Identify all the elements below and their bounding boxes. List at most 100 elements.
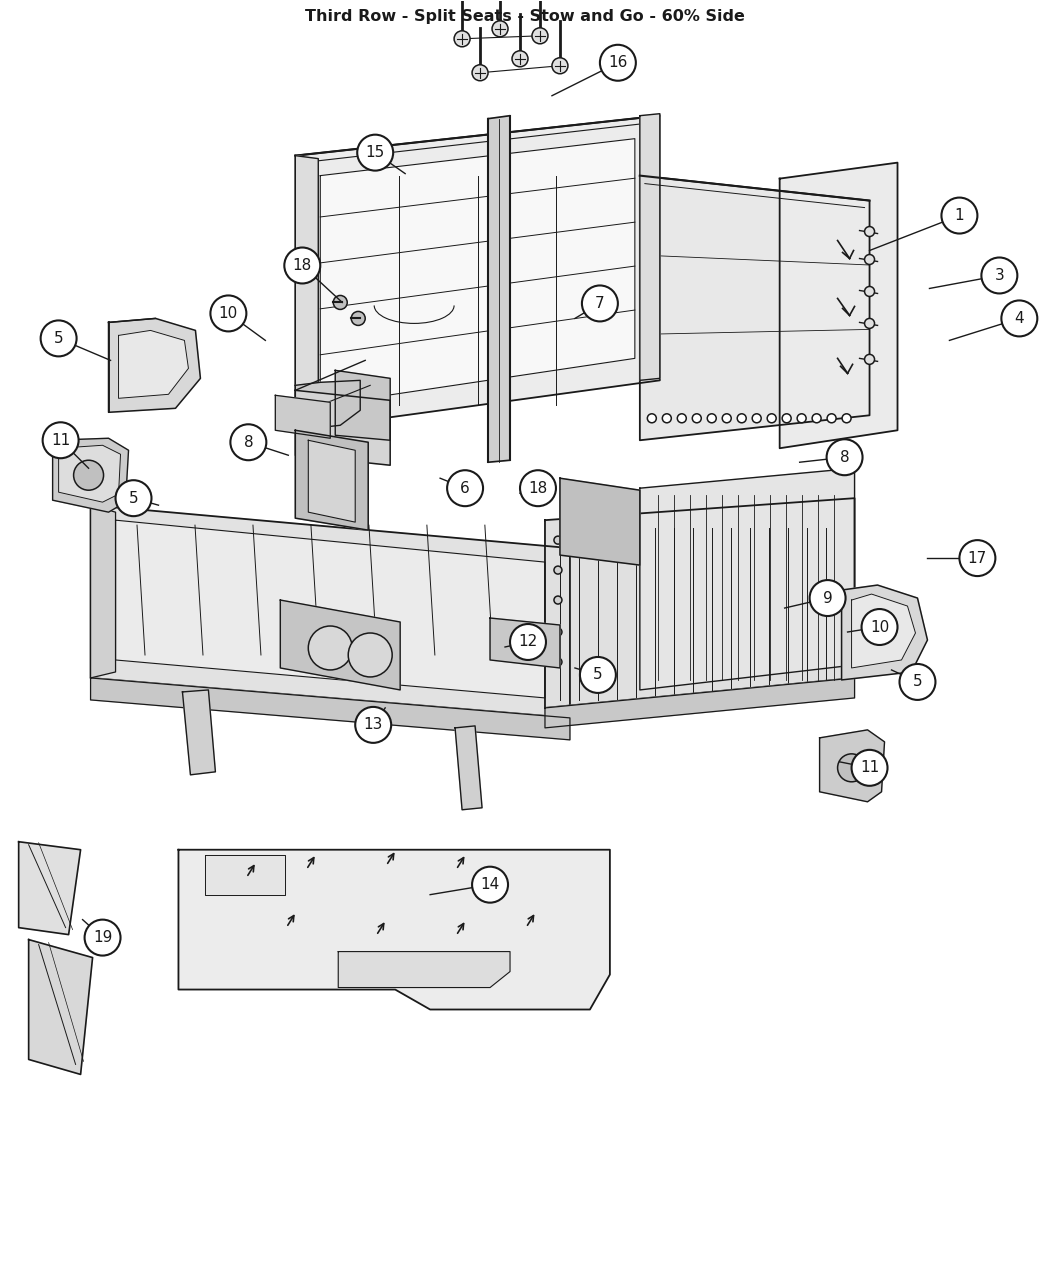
- Circle shape: [510, 623, 546, 660]
- Text: 19: 19: [92, 929, 112, 945]
- Circle shape: [512, 51, 528, 66]
- Circle shape: [352, 311, 365, 325]
- Polygon shape: [639, 468, 855, 690]
- Text: 4: 4: [1014, 311, 1024, 326]
- Circle shape: [554, 658, 562, 666]
- Circle shape: [663, 414, 671, 423]
- Text: 1: 1: [954, 208, 964, 223]
- Circle shape: [230, 425, 267, 460]
- Polygon shape: [183, 690, 215, 775]
- Circle shape: [552, 57, 568, 74]
- Circle shape: [827, 414, 836, 423]
- Polygon shape: [275, 395, 331, 439]
- Polygon shape: [19, 842, 81, 935]
- Text: 5: 5: [593, 667, 603, 682]
- Polygon shape: [295, 380, 360, 430]
- Circle shape: [864, 319, 875, 329]
- Polygon shape: [52, 439, 128, 513]
- Circle shape: [309, 626, 352, 669]
- Circle shape: [554, 595, 562, 604]
- Circle shape: [692, 414, 701, 423]
- Circle shape: [355, 706, 392, 743]
- Text: 8: 8: [840, 450, 849, 465]
- Circle shape: [580, 657, 616, 692]
- Circle shape: [826, 440, 862, 476]
- Circle shape: [554, 536, 562, 544]
- Circle shape: [812, 414, 821, 423]
- Circle shape: [554, 566, 562, 574]
- Circle shape: [41, 320, 77, 357]
- Circle shape: [810, 580, 845, 616]
- Text: 7: 7: [595, 296, 605, 311]
- Circle shape: [600, 45, 636, 80]
- Circle shape: [285, 247, 320, 283]
- Text: 18: 18: [293, 258, 312, 273]
- Polygon shape: [206, 854, 286, 895]
- Polygon shape: [780, 163, 898, 449]
- Text: 18: 18: [528, 481, 548, 496]
- Polygon shape: [295, 116, 659, 430]
- Polygon shape: [90, 505, 570, 718]
- Polygon shape: [545, 678, 855, 728]
- Circle shape: [768, 414, 776, 423]
- Circle shape: [582, 286, 617, 321]
- Circle shape: [864, 287, 875, 297]
- Circle shape: [554, 629, 562, 636]
- Circle shape: [85, 919, 121, 955]
- Circle shape: [752, 414, 761, 423]
- Circle shape: [737, 414, 747, 423]
- Circle shape: [472, 867, 508, 903]
- Circle shape: [864, 227, 875, 237]
- Circle shape: [472, 65, 488, 80]
- Circle shape: [349, 632, 393, 677]
- Circle shape: [333, 296, 348, 310]
- Circle shape: [520, 470, 555, 506]
- Polygon shape: [639, 113, 659, 380]
- Circle shape: [708, 414, 716, 423]
- Circle shape: [982, 258, 1017, 293]
- Circle shape: [1002, 301, 1037, 337]
- Circle shape: [454, 31, 470, 47]
- Polygon shape: [295, 390, 391, 465]
- Circle shape: [492, 20, 508, 37]
- Polygon shape: [842, 585, 927, 680]
- Circle shape: [852, 750, 887, 785]
- Polygon shape: [90, 505, 116, 678]
- Circle shape: [862, 609, 898, 645]
- Circle shape: [960, 541, 995, 576]
- Circle shape: [677, 414, 687, 423]
- Polygon shape: [335, 370, 391, 440]
- Polygon shape: [178, 849, 610, 1010]
- Text: 13: 13: [363, 718, 383, 732]
- Polygon shape: [116, 520, 545, 697]
- Circle shape: [532, 28, 548, 43]
- Polygon shape: [560, 478, 639, 565]
- Text: 8: 8: [244, 435, 253, 450]
- Text: 6: 6: [460, 481, 470, 496]
- Circle shape: [942, 198, 978, 233]
- Polygon shape: [852, 594, 916, 668]
- Polygon shape: [488, 116, 510, 463]
- Circle shape: [838, 754, 865, 782]
- Polygon shape: [119, 330, 188, 398]
- Circle shape: [797, 414, 806, 423]
- Polygon shape: [90, 678, 570, 740]
- Circle shape: [648, 414, 656, 423]
- Text: 5: 5: [912, 674, 922, 690]
- Polygon shape: [295, 156, 318, 430]
- Circle shape: [842, 414, 852, 423]
- Text: 17: 17: [968, 551, 987, 566]
- Polygon shape: [545, 499, 855, 708]
- Polygon shape: [639, 176, 869, 440]
- Text: 5: 5: [54, 332, 63, 346]
- Circle shape: [864, 354, 875, 365]
- Text: 12: 12: [519, 635, 538, 649]
- Polygon shape: [108, 319, 201, 412]
- Text: 11: 11: [51, 432, 70, 448]
- Text: 14: 14: [481, 877, 500, 892]
- Polygon shape: [59, 445, 121, 502]
- Text: 9: 9: [823, 590, 833, 606]
- Text: 10: 10: [869, 620, 889, 635]
- Text: 16: 16: [608, 55, 628, 70]
- Circle shape: [782, 414, 791, 423]
